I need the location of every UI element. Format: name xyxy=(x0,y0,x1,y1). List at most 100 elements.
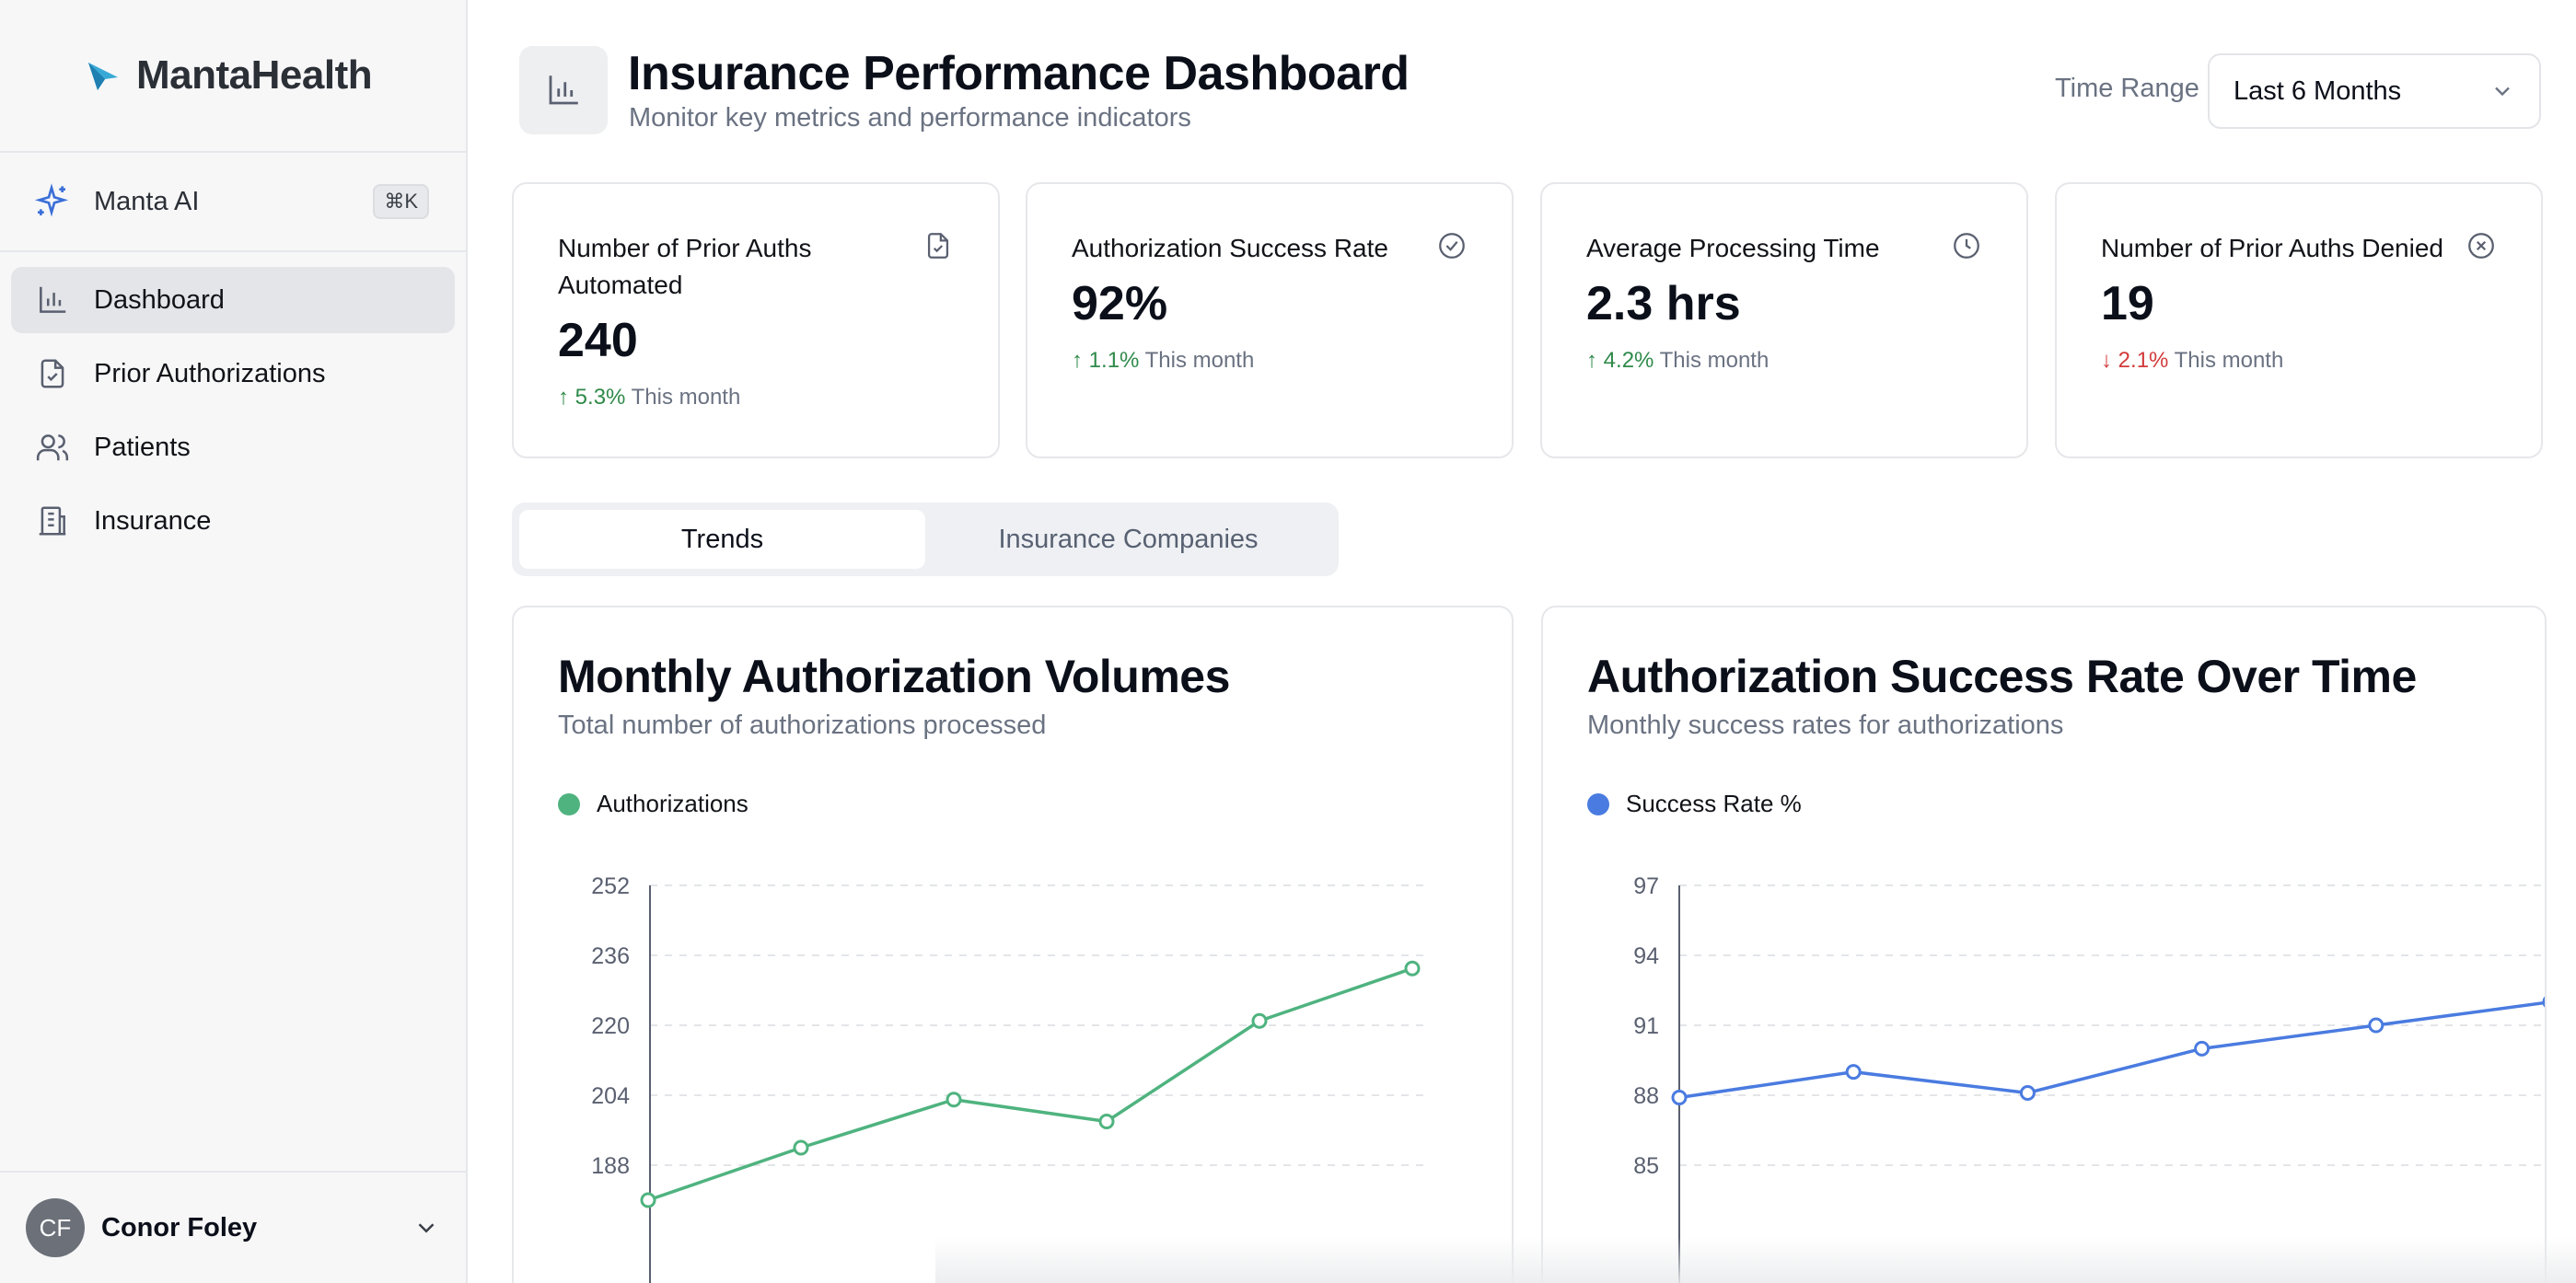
manta-ai-button[interactable]: Manta AI ⌘K xyxy=(0,153,466,252)
sidebar: MantaHealth Manta AI ⌘K Dashboard xyxy=(0,0,468,1283)
data-point xyxy=(793,1139,809,1156)
y-tick-label: 91 xyxy=(1633,1013,1659,1039)
metric-delta: ↓ 2.1% This month xyxy=(2101,348,2283,374)
clock-icon xyxy=(1954,233,1979,259)
data-point xyxy=(1671,1090,1688,1106)
manta-ai-label: Manta AI xyxy=(94,186,200,216)
delta-value: 1.1% xyxy=(1088,348,1140,373)
metric-card-automated: Number of Prior Auths Automated 240 ↑ 5.… xyxy=(512,182,1000,458)
page-subtitle: Monitor key metrics and performance indi… xyxy=(629,103,1191,133)
file-check-icon xyxy=(927,233,949,259)
data-point xyxy=(640,1192,656,1208)
data-point xyxy=(2542,996,2545,1008)
time-range-value: Last 6 Months xyxy=(2234,75,2402,106)
page-title: Insurance Performance Dashboard xyxy=(628,47,1410,100)
brand-name: MantaHealth xyxy=(136,52,373,98)
metric-cards: Number of Prior Auths Automated 240 ↑ 5.… xyxy=(512,182,2547,458)
chart-legend: Authorizations xyxy=(558,790,748,818)
shortcut-badge: ⌘K xyxy=(373,184,429,219)
metric-title: Average Processing Time xyxy=(1586,234,1880,262)
brand[interactable]: MantaHealth xyxy=(0,0,466,153)
users-icon xyxy=(36,434,69,461)
chart-legend: Success Rate % xyxy=(1587,790,1802,818)
metric-delta: ↑ 4.2% This month xyxy=(1586,348,1769,374)
y-tick-label: 88 xyxy=(1633,1083,1659,1109)
delta-period: This month xyxy=(2174,348,2284,373)
user-name: Conor Foley xyxy=(101,1212,258,1243)
metric-title: Number of Prior Auths Denied xyxy=(2101,234,2443,262)
metric-card-denied: Number of Prior Auths Denied 19 ↓ 2.1% T… xyxy=(2055,182,2543,458)
series-line xyxy=(647,966,1413,1202)
y-tick-label: 94 xyxy=(1633,943,1659,969)
time-range-select[interactable]: Last 6 Months xyxy=(2208,53,2541,129)
data-point xyxy=(1098,1114,1115,1129)
delta-value: 5.3% xyxy=(574,385,626,410)
legend-label: Success Rate % xyxy=(1626,790,1802,817)
delta-value: 2.1% xyxy=(2118,348,2169,373)
building-icon xyxy=(39,506,66,536)
y-tick-label: 220 xyxy=(591,1013,630,1039)
metric-delta: ↑ 5.3% This month xyxy=(558,385,740,410)
x-circle-icon xyxy=(2468,233,2494,259)
line-chart-success-rate: 97 94 91 88 85 xyxy=(1633,873,2545,1283)
series-line xyxy=(1678,1000,2545,1100)
metric-title: Authorization Success Rate xyxy=(1072,234,1388,262)
legend-label: Authorizations xyxy=(597,790,748,817)
data-point xyxy=(1404,960,1421,977)
sidebar-item-label: Insurance xyxy=(94,505,212,536)
data-point xyxy=(2368,1017,2385,1034)
y-tick-label: 252 xyxy=(591,873,630,899)
sidebar-item-patients[interactable]: Patients xyxy=(11,414,455,480)
line-chart-volumes: 252 236 220 204 188 xyxy=(591,873,1431,1283)
metric-card-success-rate: Authorization Success Rate 92% ↑ 1.1% Th… xyxy=(1026,182,1514,458)
chart-panel-volumes: Monthly Authorization Volumes Total numb… xyxy=(512,606,1514,1283)
sidebar-item-prior-authorizations[interactable]: Prior Authorizations xyxy=(11,341,455,407)
sidebar-item-label: Patients xyxy=(94,432,191,462)
data-point xyxy=(946,1092,962,1108)
arrow-up-icon: ↑ xyxy=(558,385,569,410)
time-range-label: Time Range xyxy=(2055,74,2199,103)
main-content: Insurance Performance Dashboard Monitor … xyxy=(468,0,2576,1283)
data-point xyxy=(1251,1012,1268,1029)
arrow-up-icon: ↑ xyxy=(1586,348,1597,373)
y-tick-label: 97 xyxy=(1633,873,1659,899)
sidebar-nav: Dashboard Prior Authorizations Patients … xyxy=(0,252,466,554)
sparkle-icon xyxy=(34,183,69,217)
chart-panel-success-rate: Authorization Success Rate Over Time Mon… xyxy=(1541,606,2547,1283)
data-point xyxy=(1845,1064,1862,1081)
view-tabs: Trends Insurance Companies xyxy=(512,503,1339,576)
data-point xyxy=(2019,1084,2036,1101)
user-menu[interactable]: CF Conor Foley xyxy=(0,1171,466,1283)
sidebar-item-insurance[interactable]: Insurance xyxy=(11,488,455,554)
metric-value: 240 xyxy=(558,314,638,367)
avatar: CF xyxy=(26,1198,85,1257)
bar-chart-icon xyxy=(40,286,66,313)
file-check-icon xyxy=(41,359,64,388)
dashboard-icon xyxy=(519,46,608,134)
arrow-down-icon: ↓ xyxy=(2101,348,2112,373)
y-tick-label: 236 xyxy=(591,943,630,969)
metric-title: Number of Prior Auths Automated xyxy=(558,234,812,299)
delta-value: 4.2% xyxy=(1603,348,1654,373)
delta-period: This month xyxy=(1144,348,1255,373)
tab-trends[interactable]: Trends xyxy=(519,510,925,569)
sidebar-item-dashboard[interactable]: Dashboard xyxy=(11,267,455,333)
manta-logo-icon xyxy=(88,63,118,90)
chart-subtitle: Total number of authorizations processed xyxy=(558,711,1047,740)
legend-dot xyxy=(558,792,580,815)
data-point xyxy=(2194,1040,2210,1057)
delta-period: This month xyxy=(1659,348,1770,373)
chevron-down-icon xyxy=(418,1223,435,1233)
sidebar-item-label: Prior Authorizations xyxy=(94,358,326,388)
chevron-down-icon xyxy=(2495,87,2510,97)
metric-value: 92% xyxy=(1072,277,1168,330)
arrow-up-icon: ↑ xyxy=(1072,348,1083,373)
metric-value: 19 xyxy=(2101,277,2154,330)
y-tick-label: 188 xyxy=(591,1153,630,1179)
delta-period: This month xyxy=(631,385,741,410)
chart-title: Authorization Success Rate Over Time xyxy=(1587,651,2417,702)
chart-subtitle: Monthly success rates for authorizations xyxy=(1587,711,2064,740)
y-tick-label: 85 xyxy=(1633,1153,1659,1179)
tab-insurance-companies[interactable]: Insurance Companies xyxy=(998,524,1259,554)
